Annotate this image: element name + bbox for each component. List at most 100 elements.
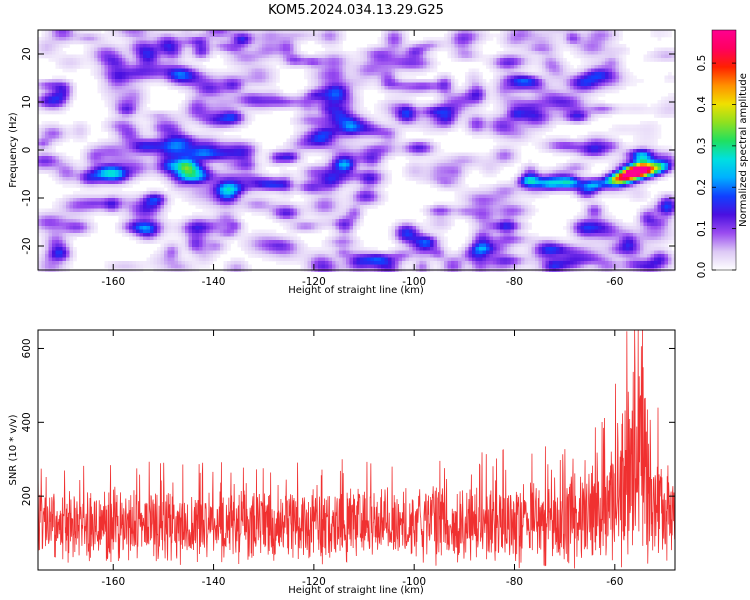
heatmap-cell [160,82,165,87]
heatmap-cell [598,58,602,62]
heatmap-cell [549,37,553,41]
heatmap-cell [125,142,130,146]
heatmap-cell [62,128,67,132]
heatmap-cell [538,47,543,52]
heatmap-cell [122,54,126,59]
heatmap-cell [255,65,259,69]
heatmap-cell [584,121,588,125]
heatmap-cell [339,75,343,80]
heatmap-cell [549,89,553,94]
heatmap-cell [223,135,228,139]
heatmap-cell [202,40,207,45]
heatmap-cell [374,72,378,76]
heatmap-cell [608,61,613,66]
heatmap-cell [195,65,200,69]
heatmap-cell [601,30,606,34]
heatmap-cell [615,37,620,41]
heatmap-cell [241,37,245,41]
heatmap-cell [181,131,186,136]
heatmap-cell [360,93,364,97]
heatmap-cell [437,121,441,125]
heatmap-cell [230,65,235,69]
heatmap-cell [48,131,53,136]
heatmap-cell [153,124,158,129]
heatmap-cell [570,89,574,94]
heatmap-cell [517,93,522,97]
heatmap-cell [416,61,420,66]
heatmap-cell [262,93,266,97]
heatmap-cell [367,79,371,83]
heatmap-cell [647,110,651,115]
heatmap-cell [132,110,137,115]
heatmap-cell [223,44,228,48]
heatmap-cell [139,131,144,136]
heatmap-cell [146,135,151,139]
heatmap-cell [591,107,595,111]
heatmap-cell [451,51,455,55]
heatmap-cell [374,61,378,66]
heatmap-cell [556,142,560,146]
heatmap-cell [573,110,578,115]
heatmap-cell [192,131,196,136]
heatmap-cell [391,96,396,101]
heatmap-cell [587,117,592,122]
heatmap-cell [132,33,137,38]
heatmap-cell [73,37,77,41]
heatmap-cell [615,72,620,76]
heatmap-cell [468,121,473,125]
heatmap-cell [447,124,452,129]
heatmap-cell [538,54,543,59]
heatmap-cell [388,75,392,80]
heatmap-cell [580,117,585,122]
heatmap-cell [220,47,224,52]
heatmap-cell [605,58,609,62]
heatmap-cell [111,65,116,69]
heatmap-cell [412,117,417,122]
heatmap-cell [279,51,284,55]
heatmap-cell [297,65,301,69]
heatmap-cell [111,75,116,80]
heatmap-cell [545,51,550,55]
heatmap-cell [213,72,217,76]
heatmap-cell [482,135,487,139]
heatmap-cell [199,65,203,69]
heatmap-cell [73,124,77,129]
heatmap-cell [514,117,518,122]
heatmap-cell [125,103,130,108]
heatmap-cell [377,117,382,122]
heatmap-cell [405,128,410,132]
heatmap-cell [405,107,410,111]
heatmap-cell [612,107,616,111]
heatmap-cell [150,117,154,122]
heatmap-cell [104,124,109,129]
heatmap-cell [444,107,448,111]
heatmap-cell [332,65,336,69]
heatmap-cell [584,54,588,59]
heatmap-cell [510,145,515,150]
heatmap-cell [265,54,270,59]
heatmap-cell [237,124,242,129]
heatmap-cell [563,33,567,38]
heatmap-cell [139,86,144,90]
heatmap-cell [297,93,301,97]
heatmap-cell [451,75,455,80]
heatmap-cell [325,44,329,48]
heatmap-cell [55,142,60,146]
heatmap-cell [321,44,326,48]
heatmap-cell [332,72,336,76]
heatmap-cell [416,47,420,52]
heatmap-cell [500,117,504,122]
heatmap-cell [395,103,399,108]
heatmap-cell [90,47,95,52]
heatmap-cell [220,142,224,146]
heatmap-cell [654,47,658,52]
heatmap-cell [136,68,140,73]
heatmap-cell [377,54,382,59]
heatmap-cell [328,100,333,104]
heatmap-cell [311,131,315,136]
heatmap-cell [395,110,399,115]
heatmap-cell [118,114,123,118]
heatmap-cell [213,107,217,111]
heatmap-cell [59,79,63,83]
